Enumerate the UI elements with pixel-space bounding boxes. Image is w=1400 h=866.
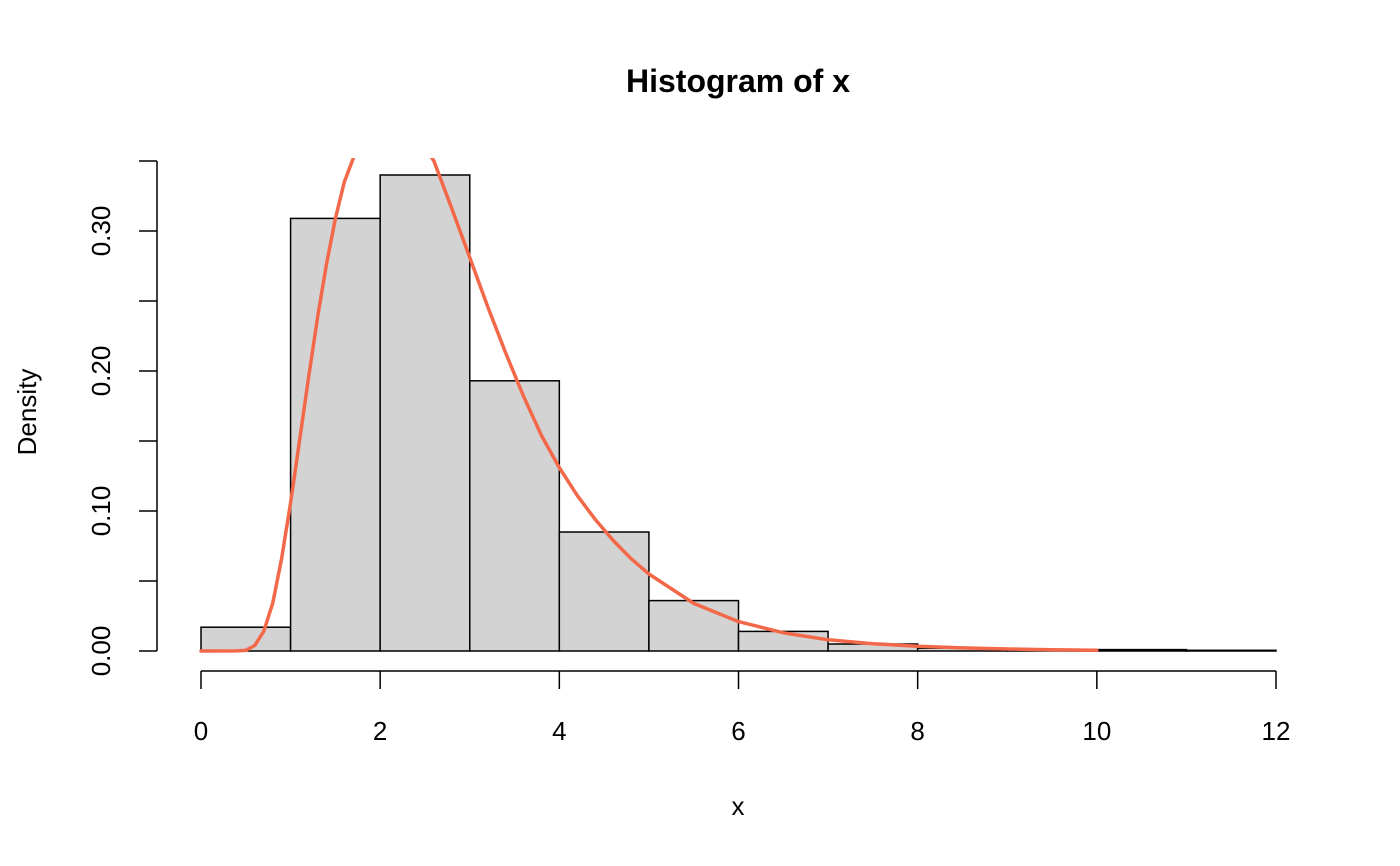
y-tick-label: 0.00 [86, 626, 116, 677]
x-tick-label: 8 [910, 716, 924, 746]
y-tick-label: 0.20 [86, 346, 116, 397]
x-axis: 0 2 4 6 8 10 12 [194, 670, 1291, 746]
histogram-bars [200, 174, 1277, 652]
x-tick-label: 10 [1082, 716, 1111, 746]
x-tick-label: 0 [194, 716, 208, 746]
histogram-bar-5 [648, 599, 740, 652]
histogram-bar-10 [1096, 648, 1188, 652]
histogram-bar-4 [558, 531, 650, 652]
histogram-bar-3 [469, 380, 561, 652]
chart-title: Histogram of x [626, 63, 850, 99]
histogram-bar-0 [200, 626, 292, 652]
y-axis: 0.00 0.10 0.20 0.30 [86, 160, 158, 677]
x-axis-label: x [732, 791, 745, 821]
density-curve-layer [199, 158, 1099, 653]
x-tick-label: 4 [552, 716, 566, 746]
y-axis-label: Density [12, 369, 42, 456]
histogram-bar-2 [379, 174, 471, 652]
histogram-bar-11 [1185, 649, 1277, 652]
y-tick-label: 0.30 [86, 206, 116, 257]
density-curve [199, 158, 1099, 653]
histogram-bar-1 [289, 217, 381, 652]
x-tick-label: 12 [1262, 716, 1291, 746]
x-tick-label: 2 [373, 716, 387, 746]
x-tick-label: 6 [731, 716, 745, 746]
y-tick-label: 0.10 [86, 486, 116, 537]
